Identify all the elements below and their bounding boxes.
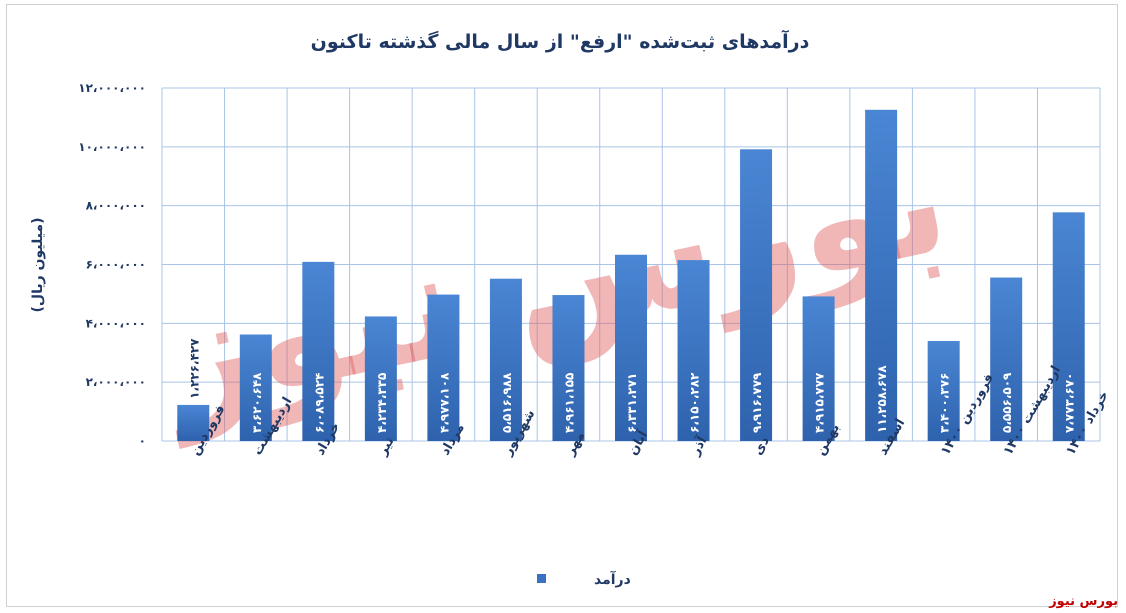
bar-value-label: ۶،۳۳۱،۲۷۱ bbox=[625, 373, 639, 433]
bar-value-label: ۶،۰۸۹،۵۲۴ bbox=[312, 373, 326, 433]
bar-value-label: ۹،۹۱۶،۷۷۹ bbox=[750, 372, 764, 433]
bar bbox=[615, 254, 647, 441]
bar bbox=[865, 109, 898, 441]
bar bbox=[239, 334, 272, 441]
y-axis-title: (میلیون ریال) bbox=[30, 218, 46, 313]
data-labels: ۱،۲۲۶،۴۲۷ ۳،۶۲۰،۶۴۸ ۶،۰۸۹،۵۲۴ ۴،۲۳۴،۳۳۵ ۴،۹۷… bbox=[187, 338, 1076, 433]
bar bbox=[177, 404, 210, 441]
bar bbox=[427, 294, 460, 441]
y-tick-label: ۶،۰۰۰،۰۰۰ bbox=[86, 258, 146, 272]
bar-value-label: ۴،۹۷۷،۱۰۸ bbox=[437, 372, 451, 433]
bar bbox=[1052, 212, 1085, 441]
bar-value-label: ۱۱،۲۵۸،۶۷۸ bbox=[875, 365, 889, 433]
bars bbox=[177, 109, 1085, 441]
y-tick-label: ۱۲،۰۰۰،۰۰۰ bbox=[78, 81, 146, 95]
y-tick-label: ۰ bbox=[139, 434, 146, 448]
y-tick-label: ۱۰،۰۰۰،۰۰۰ bbox=[78, 140, 146, 154]
bar-value-label: ۴،۹۶۱،۱۵۵ bbox=[562, 373, 576, 433]
bar bbox=[802, 296, 835, 441]
y-tick-label: ۴،۰۰۰،۰۰۰ bbox=[86, 316, 146, 330]
bar-value-label: ۴،۹۱۵،۷۷۷ bbox=[813, 372, 827, 433]
bar-value-label: ۳،۶۲۰،۶۴۸ bbox=[250, 372, 264, 433]
bar-value-label: ۳،۴۰۰،۳۷۶ bbox=[938, 373, 952, 433]
bar bbox=[990, 277, 1023, 441]
bar bbox=[927, 340, 960, 441]
bar bbox=[489, 278, 522, 441]
bar bbox=[552, 295, 585, 441]
bar-value-label: ۱،۲۲۶،۴۲۷ bbox=[187, 338, 201, 399]
bar-value-label: ۵،۵۱۶،۹۸۸ bbox=[500, 372, 514, 433]
bar bbox=[302, 261, 335, 441]
legend: درآمد bbox=[537, 570, 631, 588]
legend-swatch bbox=[537, 574, 546, 583]
bar-value-label: ۵،۵۵۶،۵۰۹ bbox=[1000, 372, 1014, 433]
source-label: بورس نیوز bbox=[1049, 594, 1118, 609]
chart-title: درآمدهای ثبت‌شده "ارفع" از سال مالی گذشت… bbox=[311, 29, 810, 53]
bar bbox=[364, 316, 397, 441]
bar bbox=[677, 260, 710, 441]
y-tick-label: ۸،۰۰۰،۰۰۰ bbox=[86, 199, 146, 213]
bar-value-label: ۷،۷۷۳،۶۷۰ bbox=[1063, 373, 1077, 433]
y-ticks: ۰ ۲،۰۰۰،۰۰۰ ۴،۰۰۰،۰۰۰ ۶،۰۰۰،۰۰۰ ۸،۰۰۰،۰۰۰ ۱۰،… bbox=[78, 81, 146, 448]
bar-value-label: ۶،۱۵۰،۲۸۲ bbox=[688, 372, 702, 433]
legend-label: درآمد bbox=[594, 570, 631, 588]
bar bbox=[740, 149, 773, 441]
bar-value-label: ۴،۲۳۴،۳۳۵ bbox=[375, 373, 389, 433]
y-tick-label: ۲،۰۰۰،۰۰۰ bbox=[86, 375, 146, 389]
